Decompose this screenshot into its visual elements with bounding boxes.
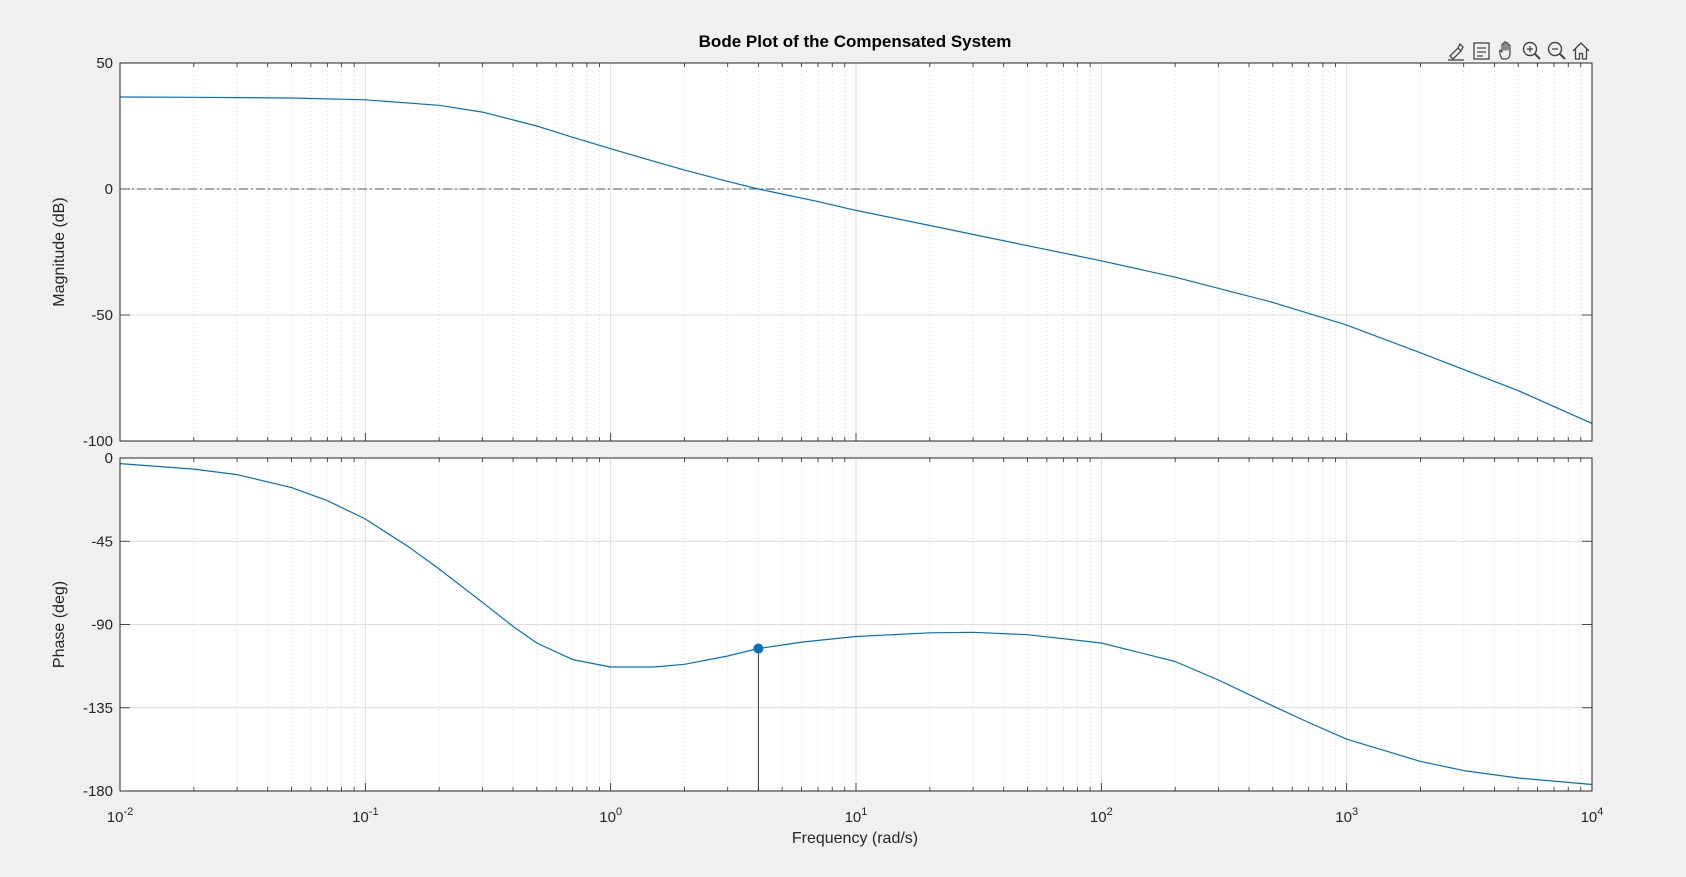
magnitude-axes-border: [119, 62, 1593, 442]
datatip-icon[interactable]: [1469, 38, 1493, 62]
x-tick-label: 100: [599, 806, 622, 826]
x-tick-label: 101: [845, 806, 868, 826]
x-tick-label: 104: [1581, 806, 1604, 826]
pan-hand-icon[interactable]: [1494, 38, 1518, 62]
y-tick-label: -135: [83, 700, 113, 717]
axes-toolbar: [1444, 38, 1593, 62]
phase-axes-border: [119, 457, 1593, 792]
phase-series-line: [119, 463, 1593, 786]
y-tick-label: 50: [96, 55, 113, 72]
chart-title: Bode Plot of the Compensated System: [699, 32, 1012, 51]
x-tick-label: 10-1: [352, 806, 378, 826]
y-tick-label: 0: [105, 181, 113, 198]
x-tick-label: 102: [1090, 806, 1113, 826]
y-tick-label: -45: [91, 533, 113, 550]
x-tick-label: 103: [1335, 806, 1358, 826]
y-tick-label: -50: [91, 307, 113, 324]
magnitude-series-line: [119, 96, 1593, 424]
y-tick-label: -90: [91, 617, 113, 634]
magnitude-y-axis-label: Magnitude (dB): [51, 197, 68, 306]
y-tick-label: -100: [83, 433, 113, 450]
y-tick-label: 0: [105, 450, 113, 467]
magnitude-panel: 50 0 -50 -100 Magnitude (dB): [51, 55, 1593, 450]
home-icon[interactable]: [1569, 38, 1593, 62]
x-axis-label: Frequency (rad/s): [792, 830, 918, 847]
phase-panel: 0 -45 -90 -135 -180 Phase (deg) 10-2 10-1 100 101…: [51, 450, 1603, 826]
y-tick-label: -180: [83, 783, 113, 800]
zoom-in-icon[interactable]: [1519, 38, 1543, 62]
brush-icon[interactable]: [1444, 38, 1468, 62]
zoom-out-icon[interactable]: [1544, 38, 1568, 62]
phase-y-axis-label: Phase (deg): [51, 581, 68, 668]
x-tick-label: 10-2: [107, 806, 133, 826]
phase-margin-marker[interactable]: [753, 643, 764, 654]
